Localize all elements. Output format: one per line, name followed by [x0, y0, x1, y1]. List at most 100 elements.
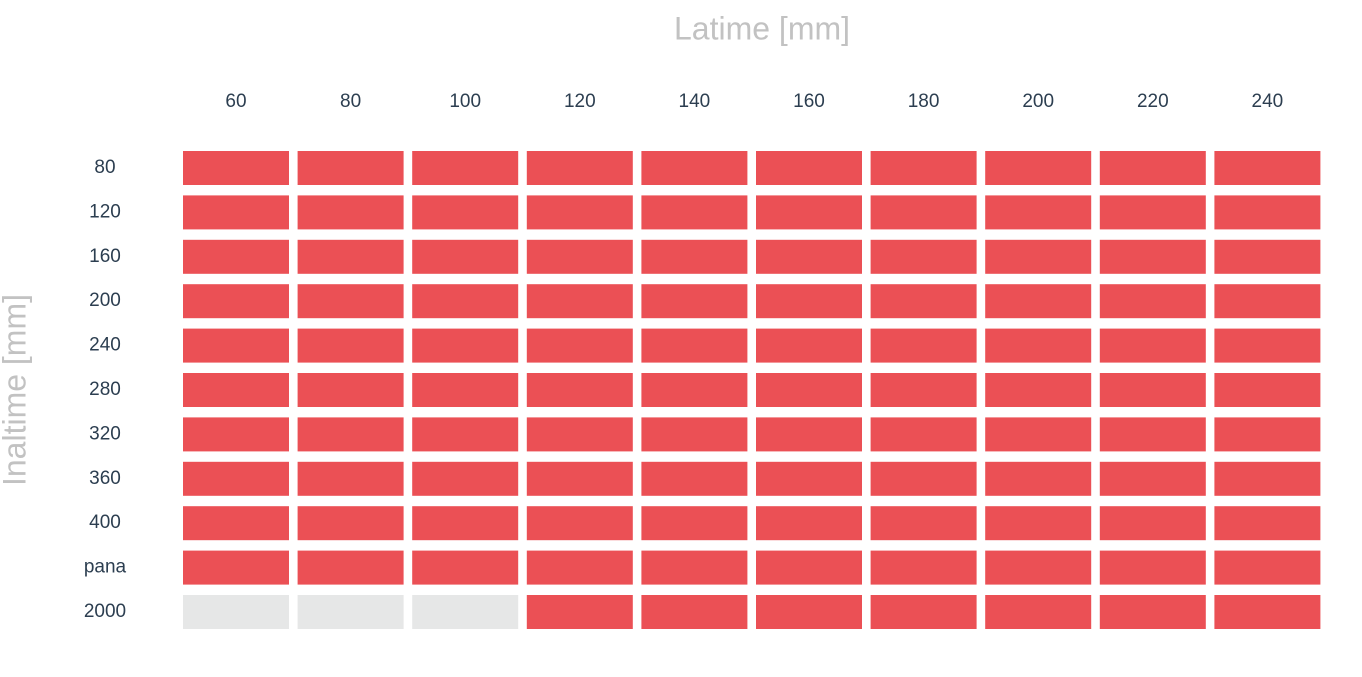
cell[interactable]	[1214, 461, 1321, 496]
cell[interactable]	[1214, 284, 1321, 319]
cell[interactable]	[870, 195, 977, 230]
cell[interactable]	[1214, 550, 1321, 585]
cell[interactable]	[870, 506, 977, 541]
cell[interactable]	[1214, 506, 1321, 541]
cell[interactable]	[641, 151, 748, 185]
cell[interactable]	[985, 151, 1092, 185]
cell[interactable]	[985, 595, 1092, 629]
cell[interactable]	[526, 506, 633, 541]
cell[interactable]	[526, 417, 633, 452]
cell[interactable]	[1099, 373, 1206, 407]
cell[interactable]	[1214, 195, 1321, 230]
cell[interactable]	[641, 550, 748, 585]
cell[interactable]	[412, 417, 519, 452]
cell[interactable]	[641, 328, 748, 363]
cell[interactable]	[1214, 151, 1321, 185]
cell[interactable]	[756, 595, 862, 629]
cell[interactable]	[183, 373, 289, 407]
cell[interactable]	[641, 284, 748, 319]
cell[interactable]	[756, 195, 862, 230]
cell[interactable]	[756, 550, 862, 585]
cell[interactable]	[1099, 595, 1206, 629]
cell[interactable]	[1214, 328, 1321, 363]
cell[interactable]	[756, 461, 862, 496]
cell[interactable]	[870, 151, 977, 185]
cell[interactable]	[756, 506, 862, 541]
cell[interactable]	[1099, 284, 1206, 319]
cell[interactable]	[412, 239, 519, 274]
cell[interactable]	[641, 417, 748, 452]
cell[interactable]	[297, 328, 404, 363]
cell[interactable]	[756, 151, 862, 185]
cell[interactable]	[183, 506, 289, 541]
cell[interactable]	[870, 373, 977, 407]
cell[interactable]	[297, 461, 404, 496]
cell[interactable]	[641, 195, 748, 230]
cell[interactable]	[1099, 195, 1206, 230]
cell[interactable]	[756, 373, 862, 407]
cell[interactable]	[412, 461, 519, 496]
cell[interactable]	[985, 461, 1092, 496]
cell[interactable]	[756, 417, 862, 452]
cell[interactable]	[756, 284, 862, 319]
cell[interactable]	[297, 195, 404, 230]
cell[interactable]	[1214, 417, 1321, 452]
cell[interactable]	[183, 550, 289, 585]
cell[interactable]	[183, 239, 289, 274]
cell[interactable]	[412, 195, 519, 230]
cell[interactable]	[985, 550, 1092, 585]
cell[interactable]	[297, 550, 404, 585]
cell[interactable]	[985, 195, 1092, 230]
cell[interactable]	[1099, 151, 1206, 185]
cell[interactable]	[526, 461, 633, 496]
cell[interactable]	[641, 239, 748, 274]
cell[interactable]	[1214, 373, 1321, 407]
cell[interactable]	[183, 151, 289, 185]
cell[interactable]	[870, 550, 977, 585]
cell[interactable]	[297, 417, 404, 452]
cell[interactable]	[985, 328, 1092, 363]
cell[interactable]	[526, 328, 633, 363]
cell[interactable]	[526, 550, 633, 585]
cell[interactable]	[870, 239, 977, 274]
cell[interactable]	[183, 595, 289, 629]
cell[interactable]	[641, 506, 748, 541]
cell[interactable]	[183, 328, 289, 363]
cell[interactable]	[756, 239, 862, 274]
cell[interactable]	[1099, 550, 1206, 585]
cell[interactable]	[297, 284, 404, 319]
cell[interactable]	[1214, 595, 1321, 629]
cell[interactable]	[183, 284, 289, 319]
cell[interactable]	[641, 461, 748, 496]
cell[interactable]	[526, 373, 633, 407]
cell[interactable]	[297, 506, 404, 541]
cell[interactable]	[412, 550, 519, 585]
cell[interactable]	[412, 328, 519, 363]
cell[interactable]	[985, 506, 1092, 541]
cell[interactable]	[985, 239, 1092, 274]
cell[interactable]	[985, 373, 1092, 407]
cell[interactable]	[641, 373, 748, 407]
cell[interactable]	[870, 461, 977, 496]
cell[interactable]	[412, 595, 519, 629]
cell[interactable]	[297, 239, 404, 274]
cell[interactable]	[183, 461, 289, 496]
cell[interactable]	[870, 417, 977, 452]
cell[interactable]	[297, 151, 404, 185]
cell[interactable]	[756, 328, 862, 363]
cell[interactable]	[412, 284, 519, 319]
cell[interactable]	[526, 595, 633, 629]
cell[interactable]	[412, 506, 519, 541]
cell[interactable]	[1099, 506, 1206, 541]
cell[interactable]	[526, 284, 633, 319]
cell[interactable]	[870, 328, 977, 363]
cell[interactable]	[870, 284, 977, 319]
cell[interactable]	[526, 239, 633, 274]
cell[interactable]	[526, 195, 633, 230]
cell[interactable]	[1099, 461, 1206, 496]
cell[interactable]	[297, 373, 404, 407]
cell[interactable]	[1214, 239, 1321, 274]
cell[interactable]	[1099, 417, 1206, 452]
cell[interactable]	[985, 417, 1092, 452]
cell[interactable]	[1099, 239, 1206, 274]
